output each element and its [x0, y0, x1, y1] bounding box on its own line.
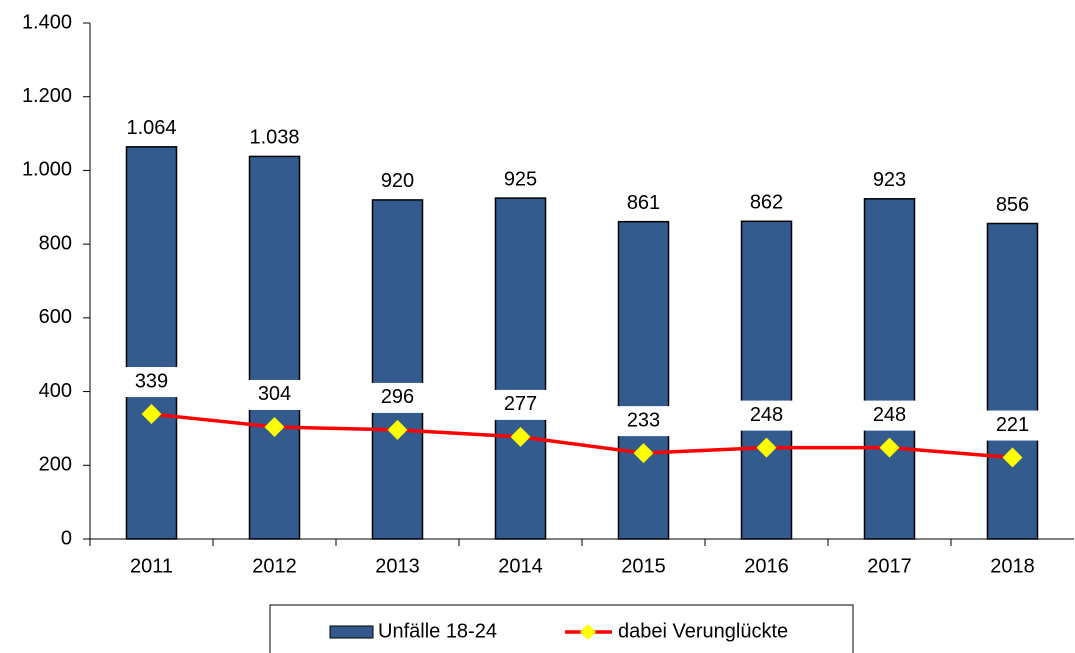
label-background: [617, 406, 670, 437]
label-background: [863, 400, 916, 431]
line-value-label: 248: [750, 404, 783, 426]
y-tick-label: 1.200: [22, 85, 72, 107]
y-tick-label: 800: [39, 232, 72, 254]
legend-label: Unfälle 18-24: [378, 620, 497, 642]
bar: [986, 222, 1039, 540]
x-tick-label: 2018: [990, 555, 1035, 577]
label-background: [494, 389, 547, 420]
label-background: [986, 410, 1039, 441]
legend-label: dabei Verunglückte: [618, 620, 788, 642]
label-background: [248, 379, 301, 410]
line-value-label: 339: [135, 370, 168, 392]
line: [151, 412, 1013, 460]
x-tick-label: 2013: [375, 555, 420, 577]
x-tick-label: 2015: [621, 555, 666, 577]
bar-value-label: 861: [627, 192, 660, 214]
x-tick-label: 2017: [867, 555, 912, 577]
y-tick-label: 0: [61, 527, 72, 549]
bar-value-label: 862: [750, 192, 783, 214]
line-marker: [510, 426, 531, 447]
legend-swatch: [329, 625, 374, 639]
line-marker: [1002, 447, 1023, 468]
y-tick-label: 1.000: [22, 159, 72, 181]
line-value-label: 221: [996, 414, 1029, 436]
bar: [371, 199, 424, 540]
bar: [617, 220, 670, 540]
legend-swatch: [580, 624, 596, 640]
line-value-label: 248: [873, 404, 906, 426]
y-tick-label: 600: [39, 306, 72, 328]
bar-value-label: 925: [504, 168, 537, 190]
line-value-label: 233: [627, 409, 660, 431]
x-tick-label: 2014: [498, 555, 543, 577]
line-value-label: 296: [381, 386, 414, 408]
line-value-label: 304: [258, 383, 291, 405]
label-background: [371, 382, 424, 413]
bar: [740, 220, 793, 540]
x-tick-label: 2012: [252, 555, 297, 577]
bar-value-label: 1.064: [126, 117, 176, 139]
x-tick-label: 2011: [130, 555, 173, 577]
bar-value-label: 920: [381, 170, 414, 192]
y-tick-label: 1.400: [22, 11, 72, 33]
y-tick-label: 200: [39, 454, 72, 476]
bar: [494, 197, 547, 540]
label-background: [740, 400, 793, 431]
line-marker: [756, 437, 777, 458]
bar: [248, 155, 301, 540]
line-marker: [633, 443, 654, 464]
y-tick-label: 400: [39, 380, 72, 402]
line-marker: [387, 419, 408, 440]
bar: [863, 198, 916, 540]
bar: [125, 146, 178, 540]
x-tick-label: 2016: [744, 555, 789, 577]
line-marker: [264, 416, 285, 437]
line-marker: [141, 404, 162, 425]
bar-value-label: 923: [873, 169, 906, 191]
line-marker: [879, 437, 900, 458]
label-background: [125, 367, 178, 398]
bar-value-label: 856: [996, 194, 1029, 216]
bar-value-label: 1.038: [249, 127, 299, 149]
line-value-label: 277: [504, 393, 537, 415]
